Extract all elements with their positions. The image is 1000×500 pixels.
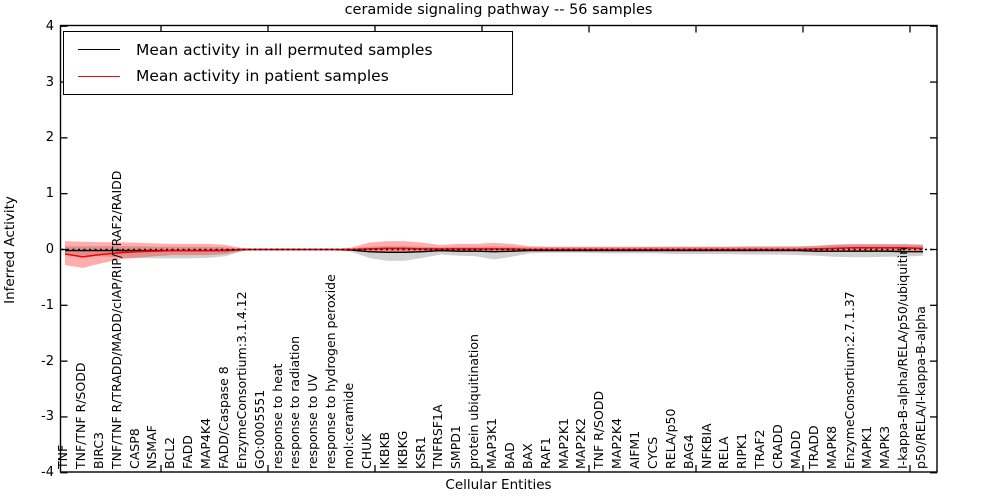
x-category-label: EnzymeConsortium:2.7.1.37	[841, 291, 857, 469]
x-category-label: IKBKB	[376, 431, 392, 469]
x-category-label: SMPD1	[448, 425, 464, 469]
x-category-label: GO:0005551	[251, 389, 267, 469]
x-category-label: MAPK8	[823, 425, 839, 469]
x-category-label: FADD/Caspase 8	[215, 366, 231, 469]
patient-mean-line	[64, 247, 924, 258]
x-category-label: NSMAF	[144, 425, 160, 469]
x-category-label: RAF1	[537, 437, 553, 469]
y-tick-label: -4	[41, 465, 54, 481]
x-category-label: TNF/TNF R/TRADD/MADD/cIAP/RIP/TRAF2/RAID…	[108, 170, 124, 469]
x-category-label: response to heat	[269, 363, 285, 469]
x-category-label: RIPK1	[734, 432, 750, 469]
y-tick-label: 1	[45, 186, 54, 202]
x-axis-label: Cellular Entities	[445, 477, 552, 493]
x-category-label: NFKBIA	[698, 423, 714, 469]
x-category-label: TRAF2	[752, 429, 768, 469]
patient-confidence-band	[65, 241, 923, 268]
x-category-label: response to radiation	[287, 335, 303, 469]
x-category-label: EnzymeConsortium:3.1.4.12	[233, 291, 249, 469]
y-tick-label: 4	[45, 18, 54, 34]
x-category-label: KSR1	[412, 436, 428, 469]
chart-title: ceramide signaling pathway -- 56 samples	[344, 2, 653, 18]
x-category-label: BAD	[501, 442, 517, 469]
y-axis-label: Inferred Activity	[2, 196, 18, 304]
x-category-label: TNF	[55, 444, 70, 469]
legend-label-patient: Mean activity in patient samples	[136, 67, 389, 86]
x-category-label: BIRC3	[90, 431, 106, 469]
x-category-label: MAP2K2	[573, 418, 589, 469]
y-tick-label: -1	[41, 297, 54, 313]
x-category-label: CHUK	[358, 433, 374, 469]
x-category-label: IKBKG	[394, 430, 410, 469]
x-category-label: MAPK3	[877, 425, 893, 469]
x-category-label: BAX	[519, 443, 535, 469]
legend-label-permuted: Mean activity in all permuted samples	[136, 40, 433, 59]
x-category-label: MAP4K4	[198, 418, 213, 469]
x-category-label: CRADD	[770, 424, 785, 469]
y-tick-label: -3	[41, 409, 54, 425]
x-category-label: BAG4	[680, 434, 696, 469]
x-category-label: p50/RELA/I-kappa-B-alpha	[913, 306, 928, 469]
x-category-label: response to hydrogen peroxide	[323, 274, 339, 469]
x-category-label: CYCS	[644, 436, 660, 469]
x-category-label: TNFRSF1A	[430, 404, 446, 470]
y-tick-label: 2	[45, 130, 54, 146]
x-category-label: MADD	[787, 430, 803, 469]
x-category-label: TRADD	[805, 425, 821, 469]
x-category-label: CASP8	[126, 428, 142, 469]
x-category-label: MAP3K1	[484, 418, 499, 469]
legend-entry-patient: Mean activity in patient samples	[64, 67, 512, 85]
x-category-label: FADD	[180, 435, 196, 469]
permuted-line-swatch	[78, 49, 120, 51]
x-category-label: BCL2	[162, 436, 178, 469]
legend-entry-permuted: Mean activity in all permuted samples	[64, 41, 512, 59]
x-category-label: response to UV	[305, 374, 321, 469]
x-category-label: RELA	[716, 436, 732, 469]
x-category-label: TNF/TNF R/SODD	[72, 362, 88, 469]
x-category-label: mol:ceramide	[341, 382, 356, 469]
patient-line-swatch	[78, 75, 120, 77]
x-category-label: TNF R/SODD	[591, 390, 607, 469]
x-category-label: I-kappa-B-alpha/RELA/p50/ubiquitin	[895, 246, 911, 469]
x-category-label: protein ubiquitination	[466, 334, 482, 469]
x-category-label: RELA/p50	[662, 408, 678, 469]
y-tick-label: 0	[45, 242, 54, 257]
x-category-label: MAPK1	[859, 425, 875, 469]
axes-frame	[59, 24, 938, 473]
legend: Mean activity in all permuted samples Me…	[63, 31, 513, 95]
y-tick-label: -2	[41, 353, 54, 369]
x-category-label: MAP2K4	[609, 418, 625, 469]
x-category-label: MAP2K1	[555, 418, 571, 469]
x-category-label: AIFM1	[627, 430, 642, 469]
y-tick-label: 3	[45, 74, 54, 90]
